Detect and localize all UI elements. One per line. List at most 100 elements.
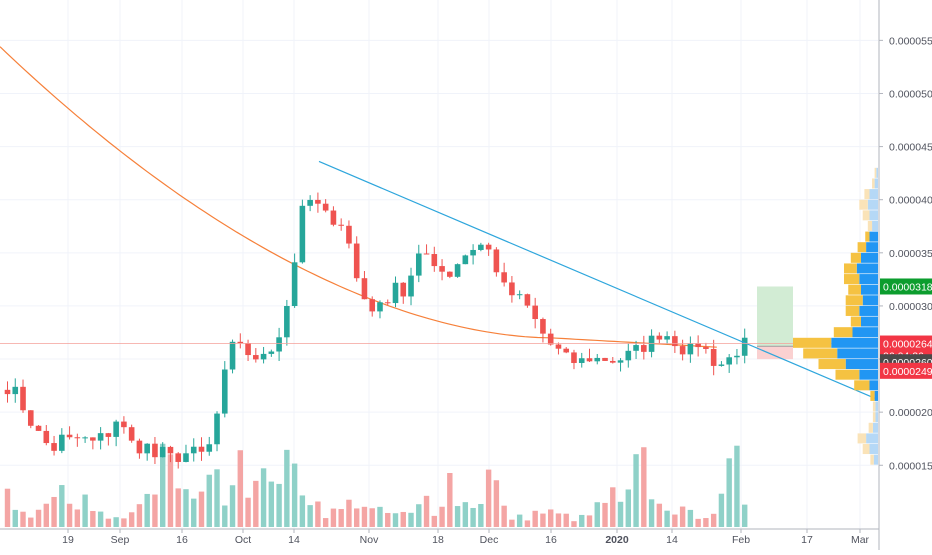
volume-bar (687, 509, 694, 527)
time-tick-label: Feb (732, 534, 750, 546)
volume-bar (462, 502, 469, 527)
price-tick-label: 0.00002000 (889, 407, 932, 419)
profile-bar-buy (872, 422, 878, 433)
volume-bar (330, 508, 337, 527)
candle-body (322, 203, 329, 211)
candle-body (167, 446, 174, 454)
volume-bar (43, 503, 49, 527)
candle-body (547, 333, 554, 345)
profile-bar-sell (865, 231, 870, 242)
time-tick-label: Nov (360, 534, 379, 546)
volume-bar (641, 447, 647, 527)
candle-body (462, 255, 469, 265)
candle-body (82, 437, 88, 439)
time-axis[interactable]: 19 Sep 16 Oct 14 Nov 18 Dec 16 2020 14 Feb 17 Mar (0, 528, 879, 546)
candle-body (664, 336, 670, 340)
volume-bar (198, 491, 205, 527)
volume-bar (431, 515, 437, 527)
volume-bar (610, 487, 616, 527)
candle-body (633, 345, 639, 351)
volume-bar (617, 501, 624, 527)
profile-bar-sell (864, 189, 870, 200)
candle-body (113, 421, 119, 437)
volume-bar (315, 501, 321, 527)
candle-body (703, 347, 709, 349)
price-tick-label: 0.00003000 (889, 301, 932, 313)
candle-body (51, 443, 57, 451)
time-tick-label: 18 (432, 534, 444, 546)
profile-bar-sell (872, 412, 876, 423)
candle-body (470, 249, 476, 256)
volume-bar (35, 509, 42, 527)
volume-bar (586, 515, 593, 527)
time-tick-label: 19 (62, 534, 74, 546)
candle-body (617, 360, 624, 363)
volume-bar (346, 499, 352, 527)
candle-body (121, 421, 127, 428)
target-zone (757, 286, 793, 347)
profile-bar-buy (852, 327, 878, 338)
volume-bar (322, 518, 329, 527)
candle-body (423, 253, 430, 255)
profile-bar-buy (845, 359, 878, 370)
candle-body (695, 343, 701, 348)
candle-body (4, 389, 11, 395)
candle-body (128, 427, 135, 441)
profile-bar-buy (859, 274, 878, 285)
volume-bar (113, 517, 119, 527)
volume-bar (664, 510, 670, 527)
moving-average-line (0, 46, 717, 348)
candle-body (415, 253, 422, 276)
volume-bar (516, 514, 523, 527)
candle-body (594, 357, 601, 362)
descending-trendline[interactable] (318, 160, 876, 399)
candle-body (726, 357, 732, 365)
volume-bar (718, 493, 725, 527)
volume-bar (229, 485, 236, 527)
volume-bar (447, 473, 453, 527)
volume-bar (175, 488, 181, 527)
candle-body (66, 434, 73, 438)
volume-bar (253, 480, 259, 527)
volume-bar (28, 517, 34, 527)
target-price-label: 0.00003183 (883, 281, 932, 293)
profile-bar-buy (866, 433, 878, 444)
candle-body (672, 336, 678, 347)
volume-bar (400, 511, 406, 527)
candle-body (392, 282, 399, 304)
candle-body (400, 282, 407, 297)
candle-body (369, 299, 376, 312)
volume-bar (734, 445, 740, 527)
candle-body (431, 254, 438, 267)
candle-body (625, 350, 632, 361)
volume-bar (625, 489, 631, 527)
profile-bar-sell (803, 348, 838, 359)
time-tick-label: 16 (176, 534, 188, 546)
price-tick-label: 0.00004000 (889, 195, 932, 207)
volume-bar (20, 511, 26, 527)
volume-bar (66, 503, 73, 527)
candle-body (35, 425, 42, 431)
candle-body (718, 364, 725, 366)
volume-bar (602, 502, 608, 527)
price-axis[interactable]: 0.000015000.000020000.000025000.00003000… (878, 0, 932, 550)
profile-bar-sell (818, 359, 846, 370)
candle-body (524, 294, 531, 306)
candle-body (353, 243, 360, 279)
volume-bar (392, 513, 399, 527)
candle-body (571, 352, 577, 363)
candle-body (609, 360, 616, 363)
candle-body (198, 446, 205, 452)
profile-bar-sell (833, 327, 853, 338)
candle-body (43, 430, 50, 444)
profile-bar-buy (869, 380, 878, 391)
volume-bar (416, 504, 422, 527)
profile-bar-sell (854, 380, 870, 391)
volume-bar (222, 505, 228, 527)
candle-body (206, 444, 213, 452)
trendline[interactable] (318, 160, 876, 399)
volume-bar (439, 506, 445, 527)
price-tick-label: 0.00005500 (889, 35, 932, 47)
